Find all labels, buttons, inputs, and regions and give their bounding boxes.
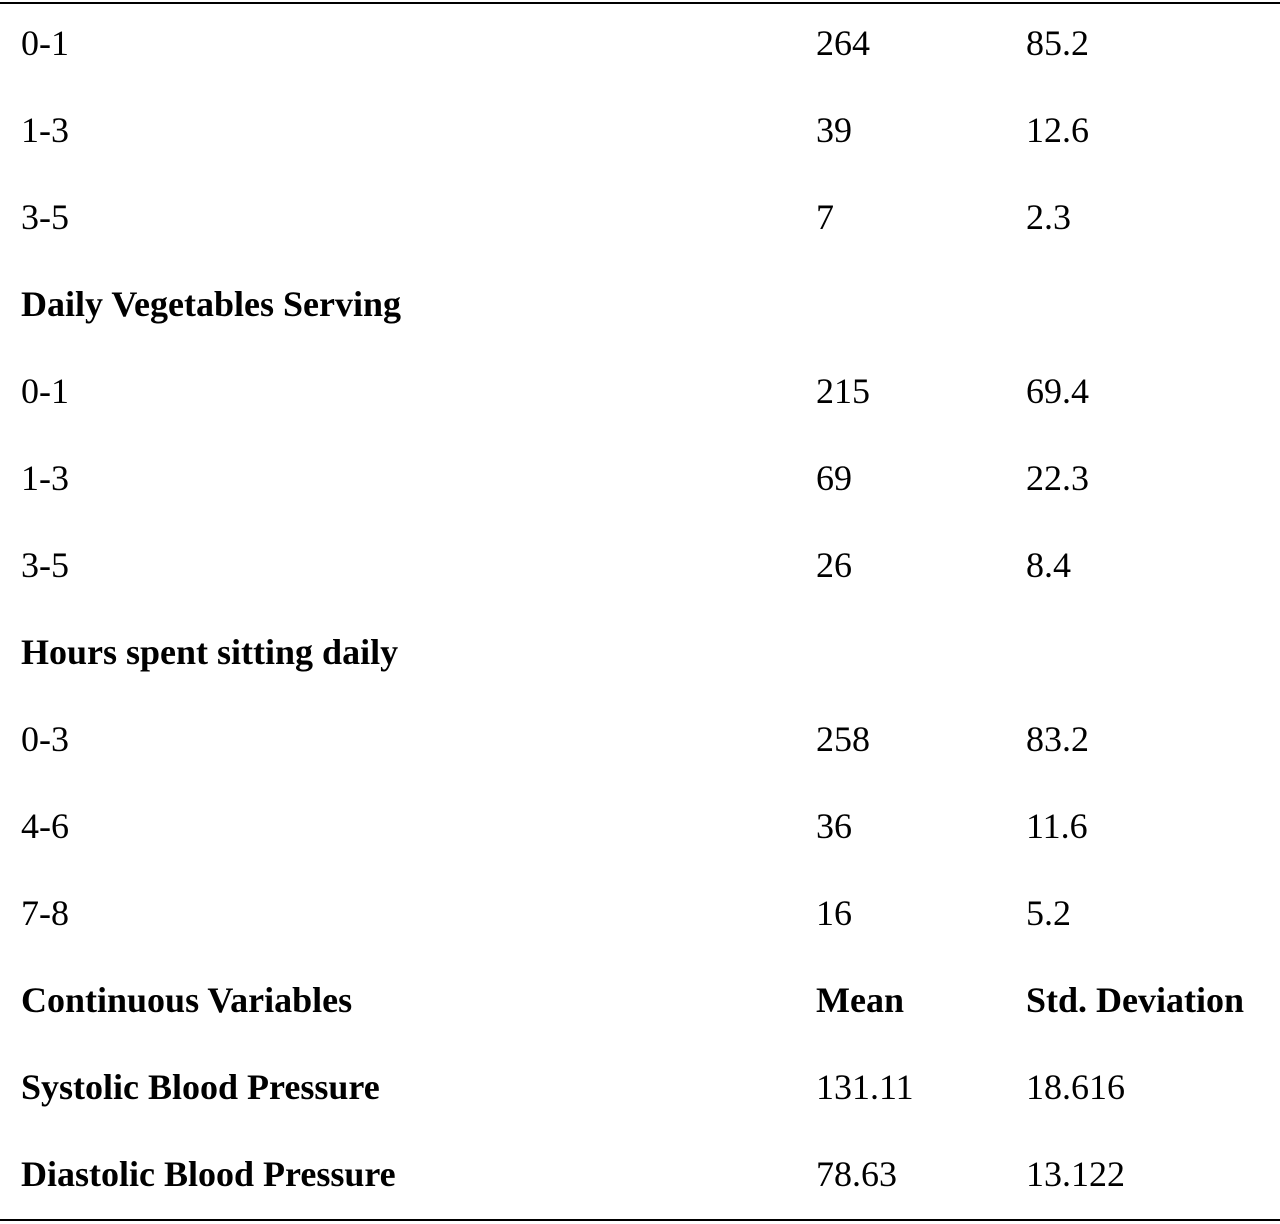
row-mean: 78.63 [816, 1154, 897, 1194]
table-row: 4-6 36 11.6 [0, 783, 1280, 870]
row-count: 215 [816, 371, 870, 411]
row-count: 264 [816, 23, 870, 63]
row-count: 7 [816, 197, 834, 237]
row-mean: 131.11 [816, 1067, 914, 1107]
row-count: 36 [816, 806, 852, 846]
section-heading: Continuous Variables [21, 980, 353, 1020]
table-row: 7-8 16 5.2 [0, 870, 1280, 957]
row-percent: 2.3 [1026, 197, 1071, 237]
table-row: 0-1 215 69.4 [0, 348, 1280, 435]
section-heading: Daily Vegetables Serving [21, 284, 402, 324]
table-top-rule [0, 2, 1280, 4]
table-row: Systolic Blood Pressure 131.11 18.616 [0, 1044, 1280, 1131]
row-std-deviation: 13.122 [1026, 1154, 1125, 1194]
row-label: Diastolic Blood Pressure [21, 1154, 396, 1194]
row-label: 1-3 [21, 110, 69, 150]
row-label: 0-1 [21, 23, 69, 63]
row-label: 3-5 [21, 197, 69, 237]
table-row: 1-3 39 12.6 [0, 87, 1280, 174]
row-count: 258 [816, 719, 870, 759]
row-label: 0-3 [21, 719, 69, 759]
row-percent: 69.4 [1026, 371, 1089, 411]
row-percent: 85.2 [1026, 23, 1089, 63]
row-label: 7-8 [21, 893, 69, 933]
row-label: 4-6 [21, 806, 69, 846]
row-percent: 22.3 [1026, 458, 1089, 498]
row-label: 0-1 [21, 371, 69, 411]
row-percent: 83.2 [1026, 719, 1089, 759]
section-header-row: Hours spent sitting daily [0, 609, 1280, 696]
section-heading: Hours spent sitting daily [21, 632, 399, 672]
row-label: 3-5 [21, 545, 69, 585]
row-count: 69 [816, 458, 852, 498]
table-row: 0-1 264 85.2 [0, 0, 1280, 87]
section-header-row: Continuous Variables Mean Std. Deviation [0, 957, 1280, 1044]
table-row: 0-3 258 83.2 [0, 696, 1280, 783]
row-count: 16 [816, 893, 852, 933]
table-row: 3-5 7 2.3 [0, 174, 1280, 261]
row-percent: 5.2 [1026, 893, 1071, 933]
table-row: 1-3 69 22.3 [0, 435, 1280, 522]
table-bottom-rule [0, 1219, 1280, 1221]
column-header-mean: Mean [816, 980, 904, 1020]
row-percent: 11.6 [1026, 806, 1088, 846]
row-percent: 8.4 [1026, 545, 1071, 585]
row-label: Systolic Blood Pressure [21, 1067, 380, 1107]
row-percent: 12.6 [1026, 110, 1089, 150]
row-count: 39 [816, 110, 852, 150]
table-row: Diastolic Blood Pressure 78.63 13.122 [0, 1131, 1280, 1218]
column-header-std-deviation: Std. Deviation [1026, 980, 1245, 1020]
section-header-row: Daily Vegetables Serving [0, 261, 1280, 348]
row-count: 26 [816, 545, 852, 585]
row-label: 1-3 [21, 458, 69, 498]
row-std-deviation: 18.616 [1026, 1067, 1125, 1107]
table-row: 3-5 26 8.4 [0, 522, 1280, 609]
